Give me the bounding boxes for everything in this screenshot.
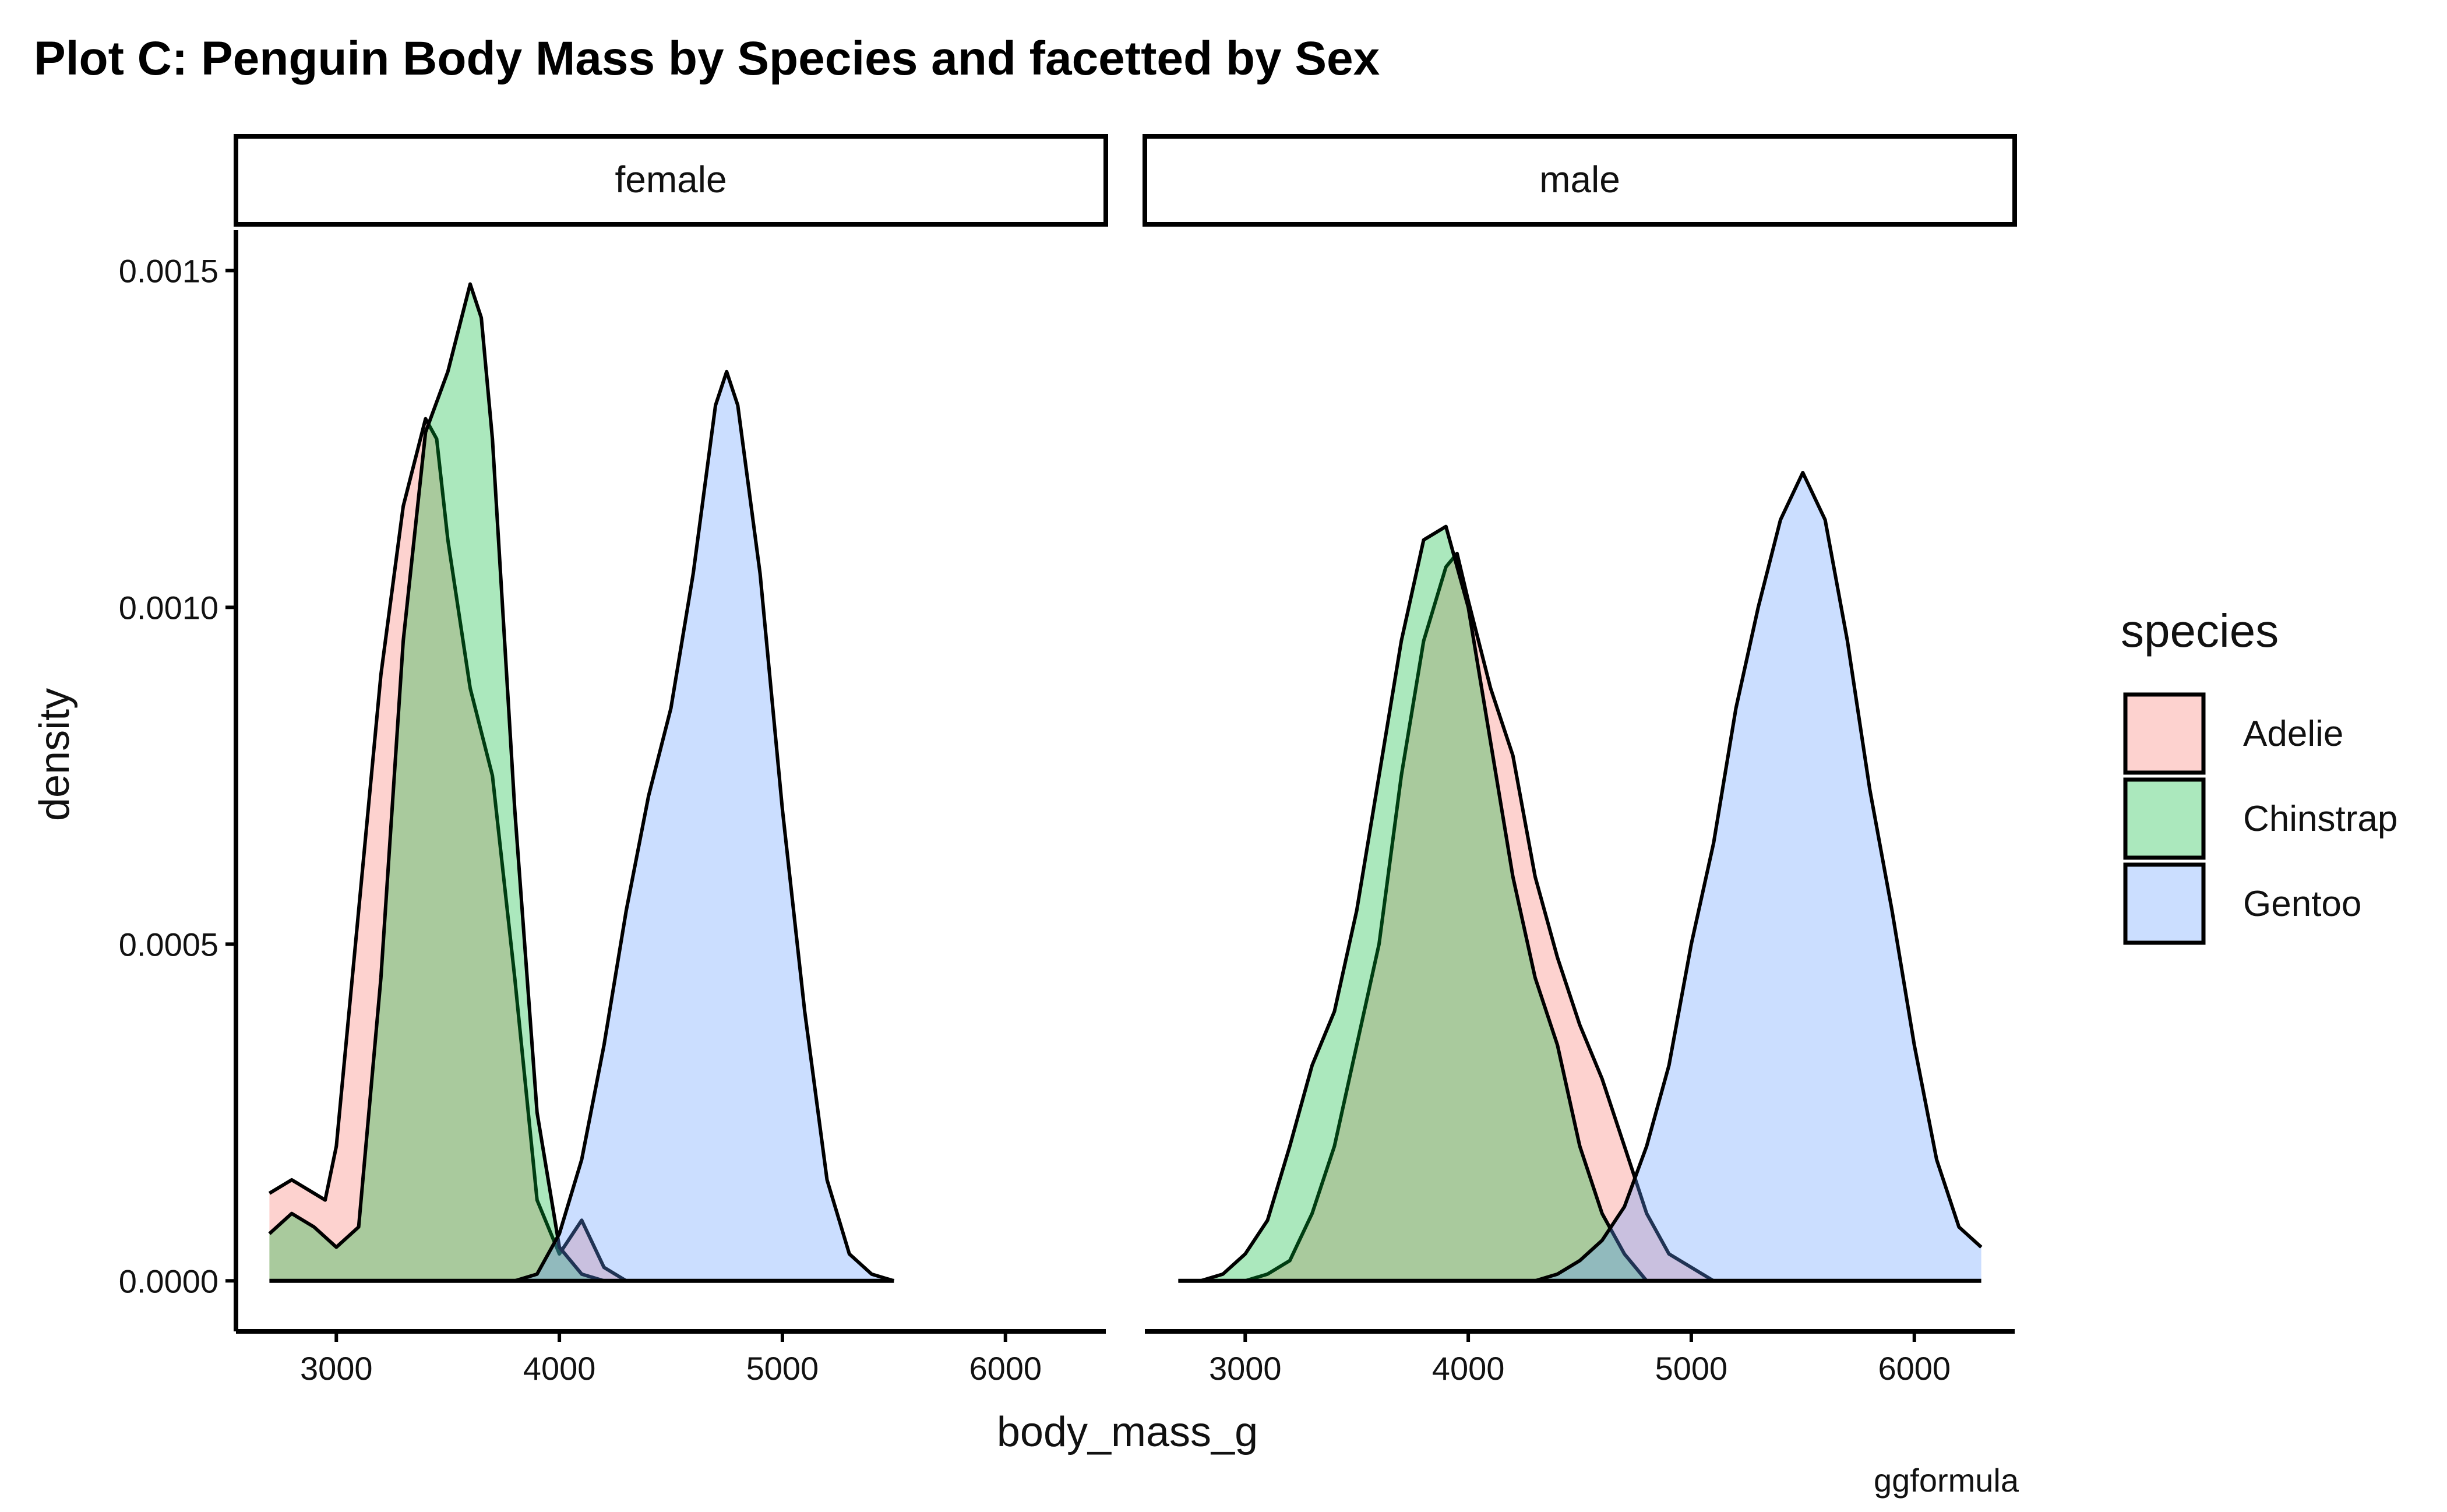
density-line-gentoo <box>1535 471 1983 1283</box>
density-line-gentoo <box>514 369 895 1283</box>
strip-label: female <box>615 158 727 200</box>
strip-female <box>234 134 1108 227</box>
legend: species Adelie Chinstrap Gentoo <box>2121 605 2397 945</box>
legend-swatch <box>2123 862 2206 945</box>
x-tick-label: 6000 <box>969 1350 1042 1387</box>
legend-item-gentoo: Gentoo <box>2123 862 2361 945</box>
legend-key-bg <box>2125 695 2203 773</box>
strip-label: male <box>1539 158 1620 200</box>
x-tick-label: 5000 <box>1655 1350 1728 1387</box>
x-tick-label: 6000 <box>1878 1350 1951 1387</box>
x-tick-label: 3000 <box>300 1350 373 1387</box>
y-tick-label: 0.0015 <box>119 252 218 289</box>
density-line-adelie <box>1244 551 1715 1283</box>
chart-title: Plot C: Penguin Body Mass by Species and… <box>34 32 1380 85</box>
density-area-chinstrap <box>269 284 604 1281</box>
x-tick-label: 4000 <box>1432 1350 1505 1387</box>
legend-label: Chinstrap <box>2243 799 2397 839</box>
density-line-chinstrap <box>1178 524 1648 1283</box>
y-axis-label: density <box>31 688 78 821</box>
legend-key-bg <box>2125 865 2203 943</box>
density-line-chinstrap <box>268 282 605 1283</box>
legend-item-chinstrap: Chinstrap <box>2123 777 2397 860</box>
panel-female: female 3000 4000 5000 6000 0.0000 0.0005 0.0010… <box>119 134 1108 1387</box>
x-tick-label: 5000 <box>746 1350 819 1387</box>
legend-swatch <box>2123 692 2206 775</box>
legend-item-adelie: Adelie <box>2123 692 2343 775</box>
chart-caption: ggformula <box>1874 1462 2019 1499</box>
density-area-gentoo <box>514 371 894 1281</box>
legend-swatch <box>2123 777 2206 860</box>
y-tick-label: 0.0005 <box>119 926 218 963</box>
density-line-adelie <box>268 417 627 1282</box>
x-axis-label: body_mass_g <box>997 1409 1258 1455</box>
x-tick-label: 3000 <box>1209 1350 1282 1387</box>
y-tick-label: 0.0010 <box>119 589 218 626</box>
density-area-adelie <box>1245 553 1714 1281</box>
legend-label: Gentoo <box>2243 884 2361 924</box>
density-area-chinstrap <box>1178 526 1647 1281</box>
y-tick-label: 0.0000 <box>119 1263 218 1299</box>
density-area-gentoo <box>1535 473 1981 1281</box>
panel-male: male 3000 4000 5000 6000 <box>1143 134 2017 1387</box>
legend-key-bg <box>2125 780 2203 858</box>
x-tick-label: 4000 <box>523 1350 596 1387</box>
strip-male <box>1143 134 2017 227</box>
density-area-adelie <box>269 418 626 1281</box>
legend-label: Adelie <box>2243 714 2343 754</box>
panels-group: female 3000 4000 5000 6000 0.0000 0.0005 0.0010… <box>119 134 2017 1387</box>
legend-title: species <box>2121 605 2279 657</box>
